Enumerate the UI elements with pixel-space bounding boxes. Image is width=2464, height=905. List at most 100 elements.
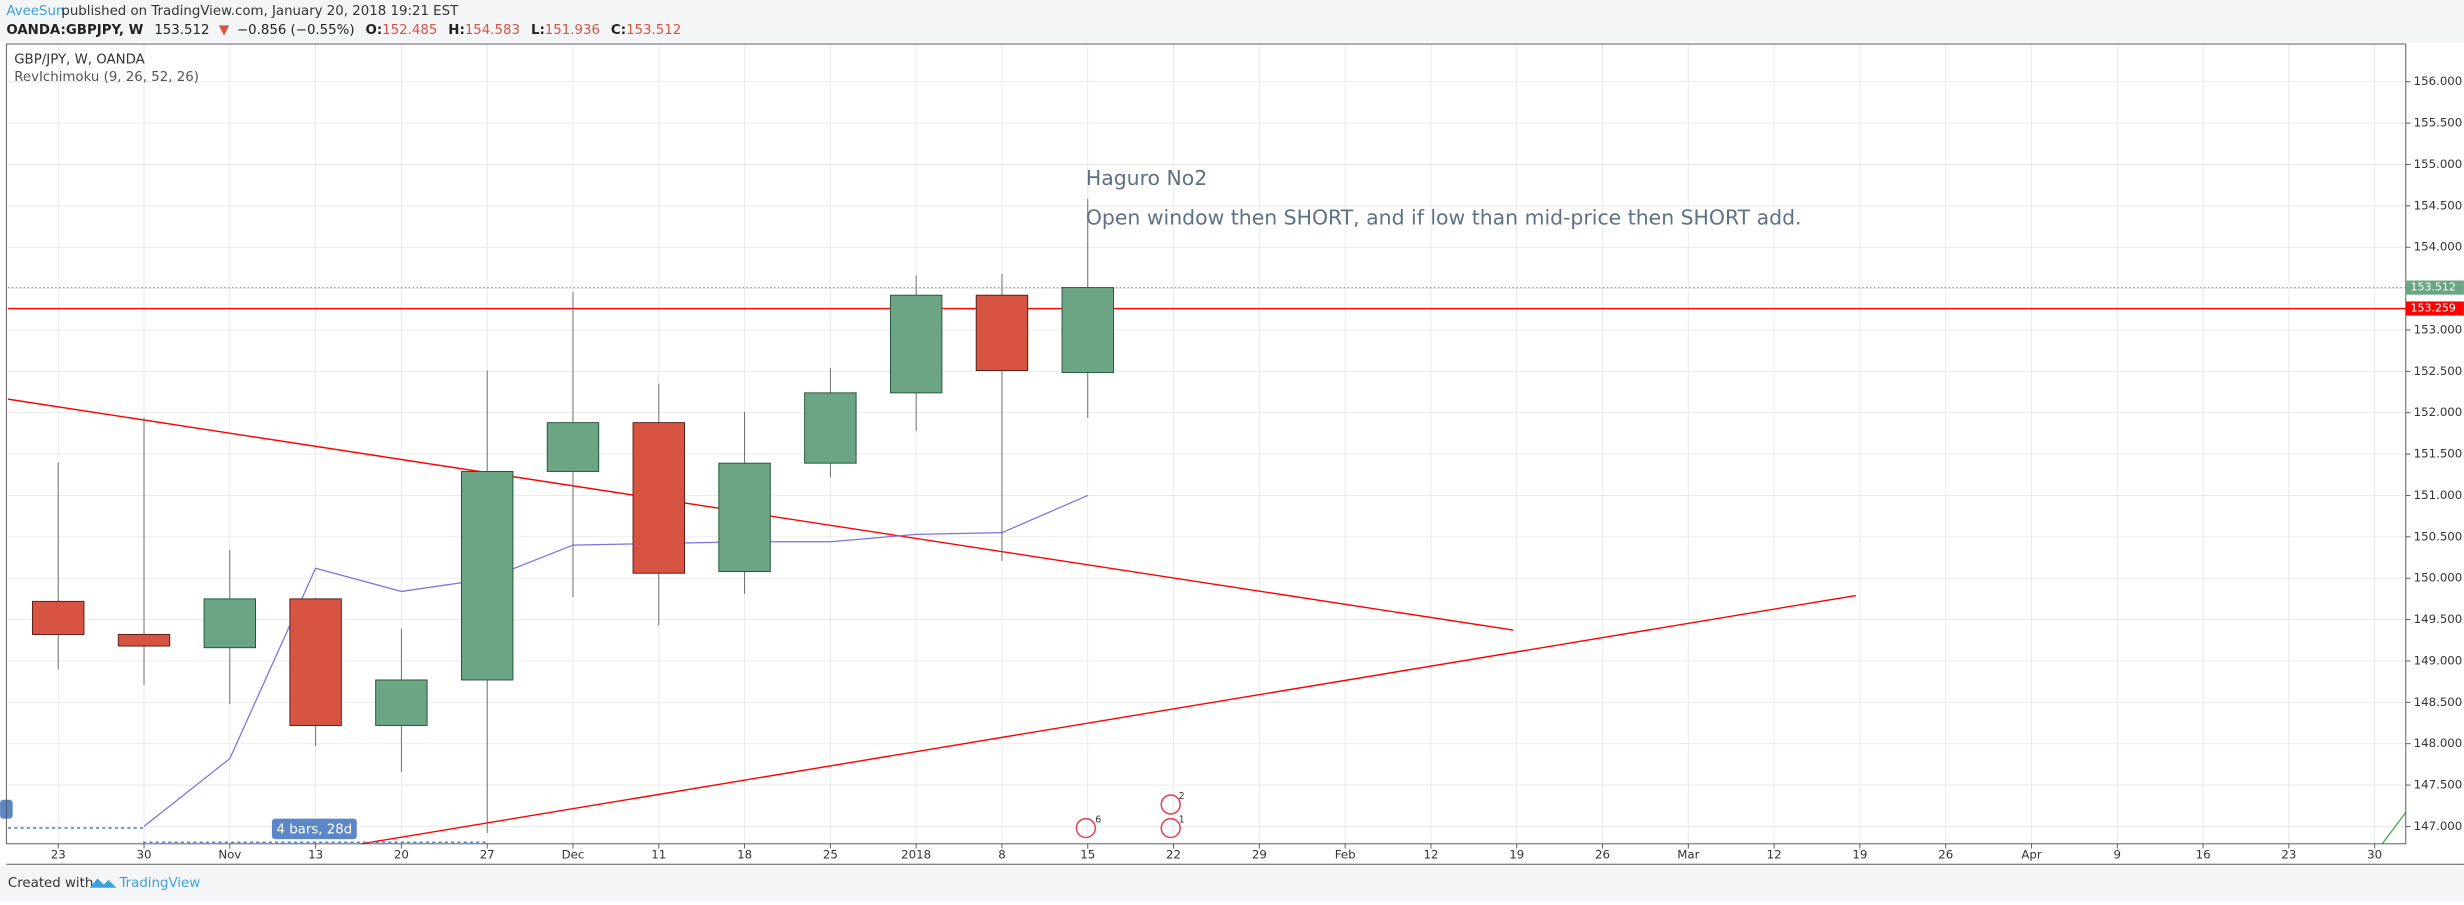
x-tick-label: 23	[51, 847, 66, 861]
x-tick-label: 13	[308, 847, 323, 861]
x-tick-label: 12	[1767, 847, 1782, 861]
x-tick-label: 11	[651, 847, 666, 861]
annotation: Open window then SHORT, and if low than …	[1086, 205, 1802, 229]
price-tag	[2405, 301, 2464, 316]
change: −0.856 (−0.55%)	[237, 23, 355, 38]
candle-body	[804, 392, 857, 464]
x-tick-label: 20	[394, 847, 409, 861]
x-tick-label: 19	[1852, 847, 1867, 861]
header-line: OANDA:GBPJPY, W 153.512 ▼ −0.856 (−0.55%…	[6, 23, 681, 38]
indicator-name: RevIchimoku (9, 26, 52, 26)	[14, 70, 199, 85]
price: 153.512	[154, 23, 209, 38]
candle-body	[289, 598, 342, 726]
y-tick-label: 148.000	[2414, 736, 2463, 750]
arrow: ▼	[219, 23, 230, 38]
grid	[7, 43, 2406, 844]
y-tick-label: 149.000	[2414, 653, 2463, 667]
x-tick-label: Mar	[1677, 847, 1699, 861]
price-tag	[2405, 280, 2464, 295]
candle-body	[375, 679, 428, 726]
x-tick-label: 25	[823, 847, 838, 861]
y-tick-label: 156.000	[2414, 74, 2463, 88]
x-tick-label: 8	[998, 847, 1006, 861]
y-tick-label: 150.000	[2414, 571, 2463, 585]
y-tick-label: 149.500	[2414, 612, 2463, 626]
x-tick-label: Nov	[218, 847, 241, 861]
candle-body	[203, 598, 257, 649]
price-tag-label: 153.512	[2410, 281, 2455, 294]
y-tick-label: 155.500	[2414, 116, 2463, 130]
y-tick-label: 155.000	[2414, 157, 2463, 171]
candle-body	[460, 470, 514, 681]
marker[interactable]	[1160, 817, 1181, 839]
y-tick-label: 154.500	[2414, 198, 2463, 212]
x-tick-label: 26	[1595, 847, 1610, 861]
x-tick-label: 19	[1509, 847, 1524, 861]
marker-label: 1	[1179, 815, 1185, 826]
legend-title: GBP/JPY, W, OANDA	[14, 53, 145, 68]
symbol: OANDA:GBPJPY, W	[6, 23, 143, 38]
candle-body	[546, 422, 600, 472]
axes: 147.000 147.500 148.000 148.500 149.000 149.5…	[51, 74, 2464, 861]
footer-created: Created with	[8, 876, 93, 891]
footer-brand[interactable]: TradingView	[118, 876, 200, 891]
x-tick-label: 2018	[901, 847, 931, 861]
y-tick-label: 154.000	[2414, 240, 2463, 254]
marker[interactable]	[1160, 794, 1181, 815]
x-tick-label: Apr	[2021, 847, 2042, 861]
y-tick-label: 151.500	[2414, 447, 2463, 461]
l-label: L:	[531, 23, 545, 38]
x-tick-label: 15	[1080, 847, 1095, 861]
plot-border	[5, 43, 2407, 845]
marker[interactable]	[1075, 817, 1097, 839]
x-tick-label: 9	[2114, 847, 2122, 861]
measure-label: 4 bars, 28d	[276, 823, 352, 838]
y-tick-label: 147.500	[2414, 778, 2463, 792]
trend-line	[361, 594, 1856, 845]
marker-label: 2	[1179, 791, 1185, 802]
y-tick-label: 147.000	[2414, 819, 2463, 833]
x-tick-label: 26	[1938, 847, 1953, 861]
c-value: 153.512	[626, 23, 681, 38]
y-tick-label: 152.500	[2414, 364, 2463, 378]
x-tick-label: 23	[2281, 847, 2296, 861]
author[interactable]: AveeSun	[6, 4, 64, 19]
c-label: C:	[611, 23, 626, 38]
x-tick-label: Dec	[562, 847, 585, 861]
x-tick-label: 12	[1423, 847, 1438, 861]
measure-box	[271, 818, 357, 840]
o-value: 152.485	[382, 23, 437, 38]
x-tick-label: 27	[480, 847, 495, 861]
candle-body	[975, 294, 1029, 371]
x-tick-label: 22	[1166, 847, 1181, 861]
y-tick-label: 148.500	[2414, 695, 2463, 709]
series	[7, 198, 2406, 834]
y-tick-label: 150.500	[2414, 529, 2463, 543]
y-tick-label: 151.000	[2414, 488, 2463, 502]
x-tick-label: 16	[2196, 847, 2211, 861]
y-tick-label: 152.000	[2414, 405, 2463, 419]
y-tick-label: 153.000	[2414, 322, 2463, 336]
price-tag-label: 153.259	[2410, 302, 2455, 315]
x-tick-label: 30	[2367, 847, 2382, 861]
l-value: 151.936	[545, 23, 600, 38]
x-tick-label: 18	[737, 847, 752, 861]
logo	[89, 878, 117, 888]
candle-body	[32, 600, 85, 635]
x-tick-label: 30	[137, 847, 152, 861]
candle-body	[1061, 287, 1114, 374]
h-label: H:	[448, 23, 465, 38]
published: published on TradingView.com, January 20…	[61, 4, 459, 19]
o-label: O:	[365, 23, 382, 38]
candle-body	[889, 294, 943, 394]
x-tick-label: Feb	[1335, 847, 1356, 861]
candle-body	[632, 422, 685, 574]
candle-body	[718, 462, 771, 573]
x-tick-label: 29	[1252, 847, 1267, 861]
marker-label: 6	[1095, 815, 1101, 826]
candle-body	[117, 633, 171, 647]
trend-line	[2381, 811, 2407, 845]
h-value: 154.583	[465, 23, 520, 38]
